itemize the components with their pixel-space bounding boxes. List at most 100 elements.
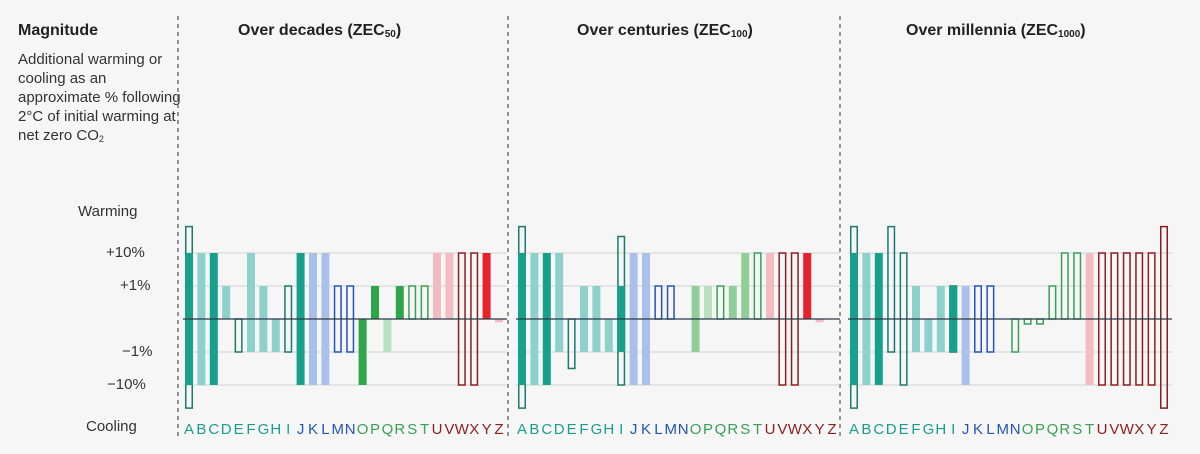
category-label-p0-T: T [420, 421, 429, 438]
category-label-p1-L: L [654, 421, 662, 438]
bar-p1-P-16 [704, 286, 712, 319]
panel-title-centuries-text: Over centuries (ZEC [577, 22, 731, 39]
category-label-p2-U: U [1097, 421, 1108, 438]
magnitude-title: Magnitude [18, 22, 98, 39]
category-label-p1-E: E [567, 421, 577, 438]
category-label-p0-X: X [469, 421, 479, 438]
category-label-p2-P: P [1035, 421, 1045, 438]
category-label-p0-R: R [394, 421, 405, 438]
category-label-p1-F: F [579, 421, 588, 438]
panel-title-centuries-sub: 100 [730, 29, 748, 40]
bar-p1-L-13 [654, 285, 663, 320]
category-label-p0-B: B [196, 421, 206, 438]
category-label-p2-X: X [1134, 421, 1144, 438]
bar-p1-X-24 [803, 253, 812, 319]
category-label-p2-W: W [1120, 421, 1135, 438]
category-label-p2-S: S [1072, 421, 1082, 438]
y-tick-plus10: +10% [106, 244, 145, 261]
category-label-p0-P: P [370, 421, 380, 438]
category-label-p2-M: M [997, 421, 1010, 438]
bar-p0-O-15 [358, 319, 367, 385]
category-label-p0-N: N [345, 421, 356, 438]
panel-title-decades: Over decades (ZEC50) [238, 22, 402, 40]
category-label-p1-V: V [777, 421, 787, 438]
category-label-p2-G: G [923, 421, 935, 438]
bar-p1-R-18 [728, 286, 737, 319]
category-label-p0-E: E [234, 421, 244, 438]
category-label-p1-N: N [678, 421, 689, 438]
panel-title-decades-text: Over decades (ZEC [238, 22, 385, 39]
category-label-p0-V: V [444, 421, 454, 438]
bar-p0-R-18 [395, 286, 404, 319]
category-label-p1-T: T [753, 421, 762, 438]
category-label-p2-Y: Y [1147, 421, 1157, 438]
category-label-p1-A: A [517, 421, 527, 438]
category-label-p0-S: S [407, 421, 417, 438]
category-label-p0-Y: Y [482, 421, 492, 438]
bar-p0-S-19 [408, 285, 417, 320]
category-label-p2-A: A [849, 421, 859, 438]
bar-p0-Q-17 [383, 319, 392, 352]
bar-p2-D-4 [887, 225, 896, 353]
category-label-p0-Z: Z [494, 421, 503, 438]
category-label-p2-O: O [1022, 421, 1034, 438]
bar-p0-P-16 [371, 286, 379, 319]
category-label-p1-C: C [541, 421, 552, 438]
bar-p1-Q-17 [716, 285, 725, 320]
bar-p0-V-22 [445, 253, 454, 319]
category-label-p2-B: B [861, 421, 871, 438]
bar-p0-Z-26 [495, 319, 503, 323]
category-label-p1-M: M [665, 421, 678, 438]
category-label-p1-J: J [630, 421, 638, 438]
category-label-p2-H: H [935, 421, 946, 438]
category-label-p1-X: X [802, 421, 812, 438]
category-label-p0-H: H [270, 421, 281, 438]
bar-p2-Q-17 [1048, 285, 1057, 320]
bar-p1-E-5 [567, 318, 576, 370]
bar-p0-F-6 [247, 253, 255, 352]
panel-title-decades-sub: 50 [384, 29, 396, 40]
category-label-p0-M: M [332, 421, 345, 438]
category-label-p2-N: N [1010, 421, 1021, 438]
category-label-p2-E: E [899, 421, 909, 438]
category-label-p0-G: G [258, 421, 270, 438]
category-label-p2-K: K [973, 421, 983, 438]
panel-title-centuries: Over centuries (ZEC100) [577, 22, 753, 40]
y-tick-minus10: −10% [107, 376, 146, 393]
category-label-p0-U: U [432, 421, 443, 438]
category-label-p0-O: O [357, 421, 369, 438]
y-tick-minus1: −1% [122, 343, 153, 360]
category-label-p2-R: R [1059, 421, 1070, 438]
bar-p2-Z-26 [1160, 225, 1168, 409]
category-label-p1-U: U [765, 421, 776, 438]
bar-p0-H-8 [271, 319, 280, 352]
category-label-p1-Q: Q [715, 421, 727, 438]
bar-p0-Y-25 [482, 253, 491, 319]
bar-p2-J-11 [961, 286, 970, 385]
category-label-p2-D: D [886, 421, 897, 438]
bar-p1-H-8 [604, 319, 613, 352]
bar-p2-G-7 [924, 319, 933, 352]
category-label-p2-T: T [1085, 421, 1094, 438]
bar-p2-P-16 [1036, 318, 1044, 325]
category-label-p0-A: A [184, 421, 194, 438]
panel-title-millennia-sub: 1000 [1058, 29, 1081, 40]
bar-p2-N-14 [1011, 318, 1020, 353]
bar-p2-O-15 [1023, 318, 1032, 325]
bar-p1-S-19 [741, 253, 750, 319]
category-label-p1-Y: Y [815, 421, 825, 438]
category-label-p0-I: I [286, 421, 290, 438]
bar-p1-M-14 [666, 285, 675, 320]
category-label-p1-I: I [619, 421, 623, 438]
magnitude-description: Additional warming or cooling as an appr… [18, 50, 188, 149]
y-label-warming: Warming [78, 203, 138, 220]
bar-p0-T-20 [420, 285, 429, 320]
panel-title-millennia: Over millennia (ZEC1000) [906, 22, 1086, 40]
category-label-p2-Q: Q [1047, 421, 1059, 438]
bar-p0-E-5 [234, 318, 243, 353]
category-label-p0-K: K [308, 421, 318, 438]
category-label-p1-Z: Z [827, 421, 836, 438]
panel-title-millennia-text: Over millennia (ZEC [906, 22, 1059, 39]
category-label-p0-W: W [455, 421, 470, 438]
